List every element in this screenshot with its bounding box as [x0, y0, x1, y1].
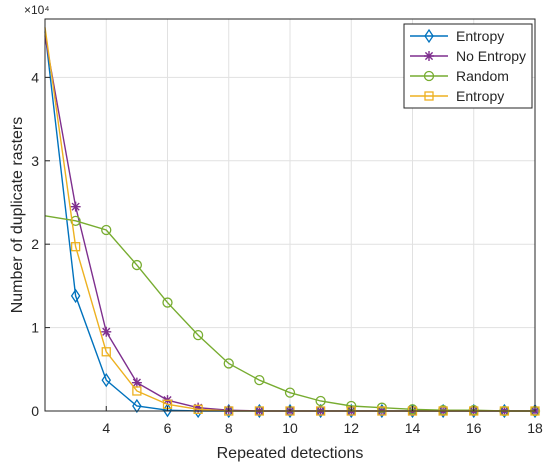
legend-item: Random: [410, 68, 509, 84]
square-marker: [193, 404, 203, 414]
legend-label: Entropy: [456, 28, 504, 44]
legend-label: Random: [456, 68, 509, 84]
x-tick-label: 14: [405, 420, 421, 436]
circle-marker: [101, 224, 112, 236]
diamond-marker: [132, 398, 142, 414]
x-tick-label: 8: [225, 420, 233, 436]
x-tick-label: 12: [343, 420, 359, 436]
x-tick-label: 18: [527, 420, 543, 436]
asterisk-marker: [101, 326, 112, 337]
square-marker: [101, 347, 111, 357]
square-marker: [70, 242, 81, 252]
asterisk-marker: [131, 377, 142, 388]
x-tick-label: 4: [102, 420, 110, 436]
y-tick-label: 1: [31, 320, 39, 336]
diamond-marker: [223, 403, 234, 419]
x-tick-label: 10: [282, 420, 298, 436]
y-tick-label: 3: [31, 153, 39, 169]
circle-marker: [131, 259, 143, 271]
circle-marker: [423, 70, 435, 82]
diamond-marker: [101, 372, 112, 388]
asterisk-marker: [70, 201, 81, 212]
x-axis-ticks: 4 6 8 10 12 14 16 18: [102, 406, 543, 436]
asterisk-marker: [193, 402, 204, 413]
square-marker: [424, 91, 434, 101]
square-marker: [132, 386, 142, 396]
legend-label: No Entropy: [456, 48, 526, 64]
circle-marker: [192, 329, 204, 341]
diamond-marker: [424, 28, 434, 44]
y-tick-label: 4: [31, 69, 39, 85]
x-tick-label: 6: [164, 420, 172, 436]
circle-marker: [162, 297, 173, 308]
y-tick-label: 2: [31, 236, 39, 252]
legend-box: [403, 23, 533, 109]
y-axis-exponent: ×10⁴: [24, 3, 50, 17]
y-axis-label: Number of duplicate rasters: [9, 117, 26, 314]
y-tick-label: 0: [31, 403, 39, 419]
series-line: [44, 215, 535, 412]
circle-marker: [254, 374, 265, 386]
x-axis-label: Repeated detections: [217, 445, 364, 462]
circle-marker: [223, 358, 234, 369]
legend-item: Entropy: [410, 88, 504, 104]
legend-label: Entropy: [456, 88, 504, 104]
legend: Entropy No Entropy Random Entropy: [403, 23, 533, 109]
x-tick-label: 16: [466, 420, 482, 436]
circle-marker: [70, 215, 81, 226]
circle-marker: [284, 387, 296, 398]
circle-marker: [315, 395, 326, 407]
legend-item: No Entropy: [410, 48, 526, 64]
diamond-marker: [70, 288, 81, 304]
legend-item: Entropy: [410, 28, 504, 44]
y-axis-ticks: 0 1 2 3 4: [31, 69, 50, 419]
asterisk-marker: [424, 51, 434, 61]
